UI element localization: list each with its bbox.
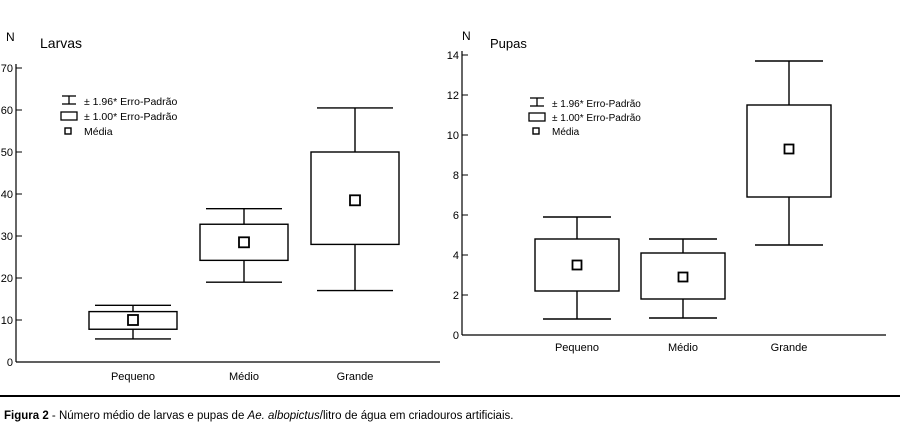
y-tick-label: 4: [453, 250, 459, 262]
y-tick-label: 14: [447, 50, 459, 62]
y-tick-label: 30: [1, 231, 13, 243]
y-axis-label: N: [6, 30, 15, 44]
panel-title: Larvas: [40, 35, 82, 51]
y-tick-label: 70: [1, 63, 13, 75]
panel-title: Pupas: [490, 36, 527, 51]
caption-text-after: /litro de água em criadouros artificiais…: [320, 410, 514, 422]
legend-box-icon: [529, 113, 545, 121]
legend-label: Média: [84, 126, 113, 138]
y-tick-label: 2: [453, 290, 459, 302]
mean-marker: [239, 237, 249, 247]
legend-label: ± 1.00* Erro-Padrão: [552, 113, 641, 124]
category-label: Pequeno: [111, 371, 155, 383]
legend-label: ± 1.96* Erro-Padrão: [84, 96, 177, 108]
legend-box-icon: [61, 112, 77, 120]
y-axis-label: N: [462, 29, 471, 43]
category-label: Grande: [337, 371, 374, 383]
y-tick-label: 10: [447, 130, 459, 142]
category-label: Grande: [771, 342, 808, 354]
y-tick-label: 50: [1, 147, 13, 159]
caption-lead: Figura 2: [4, 410, 49, 422]
caption-text-before: - Número médio de larvas e pupas de: [49, 410, 248, 422]
y-tick-label: 6: [453, 210, 459, 222]
legend-mean-icon: [533, 128, 539, 134]
legend-label: ± 1.00* Erro-Padrão: [84, 111, 177, 123]
y-tick-label: 8: [453, 170, 459, 182]
legend-label: ± 1.96* Erro-Padrão: [552, 99, 641, 110]
y-tick-label: 40: [1, 189, 13, 201]
mean-marker: [679, 273, 688, 282]
mean-marker: [573, 261, 582, 270]
legend-mean-icon: [65, 128, 71, 134]
legend-label: Média: [552, 127, 580, 138]
category-label: Médio: [668, 342, 698, 354]
pupas-panel: 0 2 4 6 8 10 12 14N Pupas Pequeno Médio Grande ± 1.9…: [447, 29, 886, 354]
y-tick-label: 12: [447, 90, 459, 102]
caption-species: Ae. albopictus: [248, 410, 320, 422]
y-tick-label: 0: [453, 330, 459, 342]
category-label: Médio: [229, 371, 259, 383]
mean-marker: [128, 315, 138, 325]
mean-marker: [350, 195, 360, 205]
larvas-panel: 0 10 20 30 40 50 60 70 N Larvas Pequeno Médio Grande…: [1, 30, 440, 383]
figure-caption: Figura 2 - Número médio de larvas e pupa…: [4, 410, 896, 422]
y-tick-label: 60: [1, 105, 13, 117]
y-tick-label: 0: [7, 357, 13, 369]
y-tick-label: 20: [1, 273, 13, 285]
mean-marker: [785, 145, 794, 154]
category-label: Pequeno: [555, 342, 599, 354]
y-tick-label: 10: [1, 315, 13, 327]
